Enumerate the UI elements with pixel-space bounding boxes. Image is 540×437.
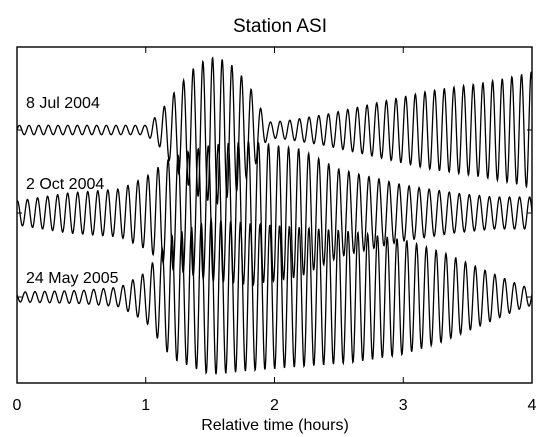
seismogram-trace [16, 140, 533, 287]
x-tick-label: 4 [528, 397, 537, 414]
x-tick-label: 0 [13, 397, 22, 414]
x-tick-label: 1 [141, 397, 150, 414]
seismogram-trace [16, 56, 533, 206]
chart-title: Station ASI [233, 16, 327, 37]
traces-group [16, 56, 533, 375]
seismogram-trace [16, 217, 533, 375]
x-tick-label: 3 [399, 397, 408, 414]
x-axis-label: Relative time (hours) [201, 417, 349, 434]
x-tick-label: 2 [270, 397, 279, 414]
trace-label: 24 May 2005 [26, 270, 119, 287]
trace-labels-group: 8 Jul 2004 2 Oct 2004 24 May 2005 [17, 95, 532, 298]
x-axis: 0 1 2 3 4 [13, 47, 537, 414]
trace-label: 8 Jul 2004 [26, 95, 100, 112]
trace-label: 2 Oct 2004 [26, 176, 104, 193]
